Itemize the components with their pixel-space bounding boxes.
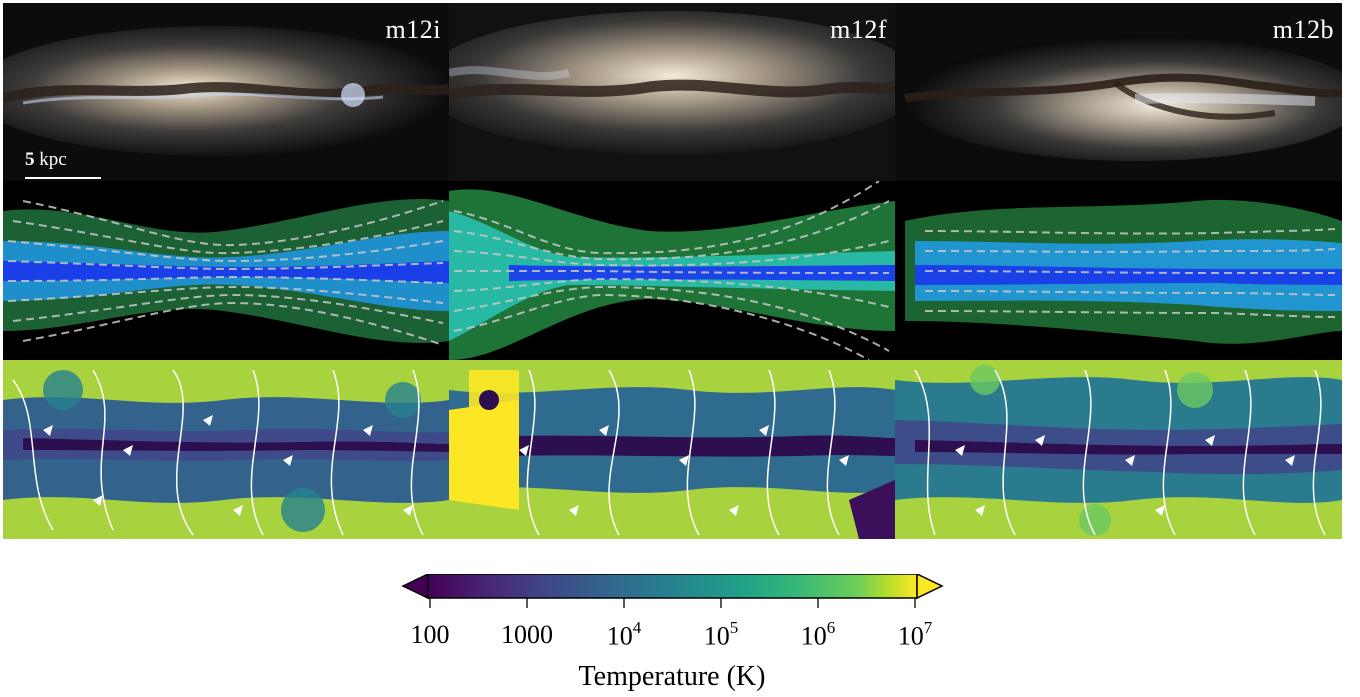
temperature-panel-m12i xyxy=(3,360,449,539)
scale-bar-line xyxy=(25,177,101,179)
colorbar-tick-label: 107 xyxy=(897,618,933,651)
colorbar-tick-label: 106 xyxy=(800,618,836,651)
colorbar-tick-label: 100 xyxy=(410,620,450,649)
temperature-colorbar xyxy=(400,572,945,614)
stellar-panel-m12i: m12i 5 kpc xyxy=(3,3,449,181)
galaxy-label-m12b: m12b xyxy=(1272,15,1334,44)
colorbar-tick-label: 104 xyxy=(606,618,642,651)
scale-bar-unit: kpc xyxy=(39,149,67,170)
gas-field-panel-m12b xyxy=(895,181,1342,360)
galaxy-label-m12i: m12i xyxy=(385,15,441,44)
gas-field-panel-m12f xyxy=(449,181,895,360)
temperature-panel-m12f xyxy=(449,360,895,539)
colorbar-tick-label: 105 xyxy=(703,618,739,651)
galaxy-label-m12f: m12f xyxy=(830,15,887,44)
gas-field-panel-m12i xyxy=(3,181,449,360)
colorbar-tick-label: 1000 xyxy=(501,620,553,649)
temperature-panel-m12b xyxy=(895,360,1342,539)
scale-bar-value: 5 xyxy=(25,149,35,170)
stellar-panel-m12b: m12b xyxy=(895,3,1342,181)
figure-grid: m12i 5 kpc m12f xyxy=(3,3,1342,539)
colorbar-extend-high xyxy=(916,572,944,600)
scale-bar-label: 5 kpc xyxy=(25,149,67,171)
stellar-panel-m12f: m12f xyxy=(449,3,895,181)
colorbar-title: Temperature (K) xyxy=(578,661,766,692)
colorbar-extend-low xyxy=(401,572,429,600)
